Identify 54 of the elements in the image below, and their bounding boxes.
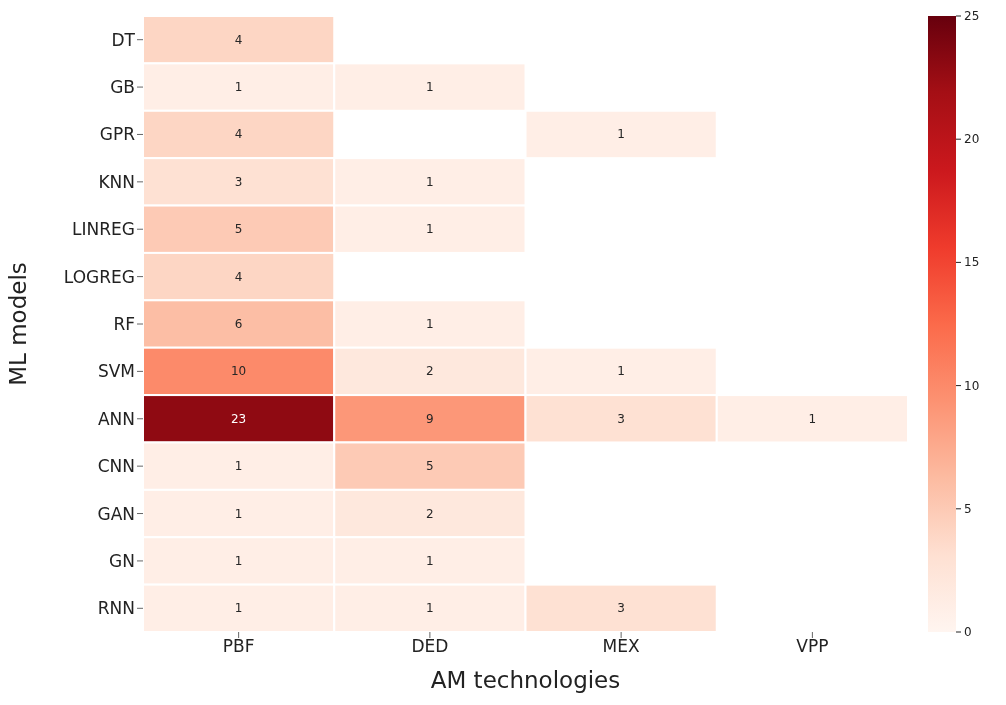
y-tick-label: RF	[113, 314, 135, 335]
y-axis-title: ML models	[5, 262, 32, 386]
data-label: 3	[617, 601, 625, 616]
color-bar-label: 10	[964, 378, 980, 393]
data-label: 2	[426, 364, 434, 379]
data-label: 1	[617, 364, 625, 379]
data-label: 9	[426, 411, 434, 426]
data-label: 10	[230, 364, 247, 379]
data-label: 2	[426, 506, 434, 521]
data-label: 23	[230, 411, 247, 426]
color-bar-label: 20	[964, 132, 980, 147]
y-tick-label: GN	[109, 550, 135, 571]
color-bar-label: 25	[964, 9, 980, 23]
data-label: 3	[617, 411, 625, 426]
data-label: 6	[234, 317, 243, 331]
y-tick-label: SVM	[97, 361, 135, 382]
data-label: 1	[426, 80, 434, 95]
data-label: 5	[234, 222, 243, 237]
data-label: 4	[234, 269, 243, 284]
data-label: 1	[426, 601, 434, 616]
y-tick-label: CNN	[97, 456, 135, 477]
y-tick-label: LOGREG	[63, 266, 135, 287]
data-label: 1	[426, 174, 434, 189]
data-label: 1	[234, 459, 243, 474]
x-tick-label: VPP	[796, 636, 829, 657]
data-label: 1	[426, 553, 434, 568]
data-label: 1	[234, 80, 243, 95]
data-label: 1	[426, 222, 434, 237]
y-tick-label: GPR	[99, 124, 136, 145]
color-bar-label: 15	[964, 255, 980, 270]
y-tick-label: RNN	[97, 598, 135, 619]
y-tick-label: KNN	[98, 171, 135, 192]
y-tick-label: GAN	[97, 503, 135, 524]
data-label: 4	[234, 32, 243, 47]
data-label: 3	[234, 174, 243, 189]
color-bar-label: 5	[964, 501, 972, 516]
y-tick-label: DT	[111, 29, 136, 50]
x-tick-label: DED	[411, 636, 449, 657]
color-bar-label: 0	[964, 625, 972, 639]
data-label: 1	[426, 317, 434, 331]
data-label: 1	[617, 127, 625, 142]
data-label: 1	[234, 601, 243, 616]
data-label: 1	[808, 411, 817, 426]
data-label: 4	[234, 127, 243, 142]
y-tick-label: LINREG	[72, 219, 135, 240]
data-label: 5	[426, 459, 434, 474]
data-label: 1	[234, 553, 243, 568]
y-tick-label: ANN	[97, 408, 135, 429]
colorbar: 0 5 10 15 20 25	[918, 8, 998, 696]
y-tick-label: GB	[110, 77, 135, 98]
x-tick-label: MEX	[602, 636, 640, 657]
data-label: 1	[234, 506, 243, 521]
x-tick-label: PBF	[222, 636, 255, 657]
x-axis-title: AM technologies	[430, 667, 621, 693]
